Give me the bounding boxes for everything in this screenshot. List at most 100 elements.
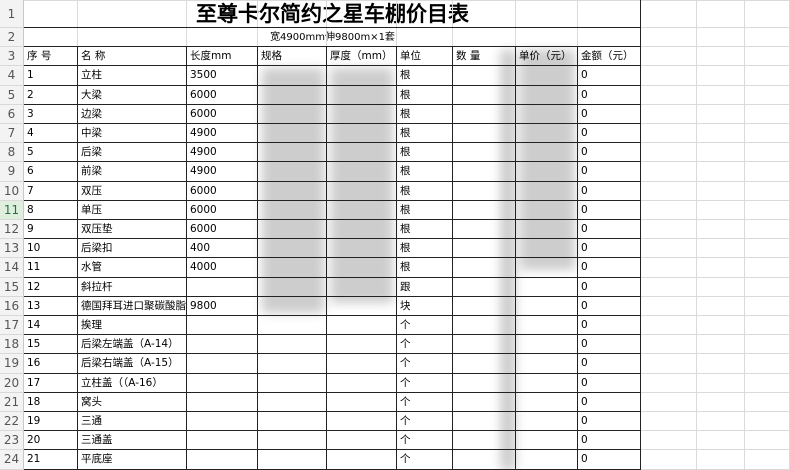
column-header: 单价（元） xyxy=(519,50,572,63)
grid-line xyxy=(744,0,745,470)
table-border xyxy=(24,46,641,48)
row-header: 24 xyxy=(0,450,24,470)
table-cell: 0 xyxy=(581,434,588,447)
row-header: 9 xyxy=(0,162,24,182)
table-border xyxy=(396,47,397,470)
table-border xyxy=(24,180,641,182)
table-cell: 4000 xyxy=(190,261,217,274)
grid-line xyxy=(696,0,697,470)
grid-line xyxy=(24,0,790,1)
table-cell: 0 xyxy=(581,165,588,178)
row-header: 19 xyxy=(0,354,24,374)
table-cell: 0 xyxy=(581,88,588,101)
row-header: 7 xyxy=(0,124,24,144)
table-cell: 后梁左端盖（A-14） xyxy=(81,338,179,351)
row-header: 16 xyxy=(0,296,24,316)
row-header: 18 xyxy=(0,335,24,355)
table-border xyxy=(257,47,258,470)
table-cell: 0 xyxy=(581,203,588,216)
table-cell: 个 xyxy=(400,395,411,408)
table-cell: 个 xyxy=(400,434,411,447)
table-cell: 0 xyxy=(581,184,588,197)
table-cell: 10 xyxy=(27,242,41,255)
column-header: 名 称 xyxy=(81,50,106,63)
row-header: 1 xyxy=(0,0,24,28)
row-header: 14 xyxy=(0,258,24,278)
table-cell: 根 xyxy=(400,242,411,255)
table-cell: 后梁扣 xyxy=(81,242,113,255)
row-header: 13 xyxy=(0,239,24,259)
table-cell: 平底座 xyxy=(81,453,113,466)
table-border xyxy=(77,47,78,470)
row-header: 4 xyxy=(0,66,24,86)
table-cell: 后梁 xyxy=(81,146,102,159)
table-border xyxy=(24,238,641,240)
sheet-subtitle: 宽4900mm伸9800m×1套 xyxy=(270,32,395,43)
table-border xyxy=(24,27,641,28)
table-border xyxy=(24,257,641,259)
row-header: 3 xyxy=(0,47,24,67)
table-cell: 0 xyxy=(581,319,588,331)
row-header: 15 xyxy=(0,277,24,297)
table-border xyxy=(24,430,641,432)
row-header: 8 xyxy=(0,143,24,163)
row-header: 2 xyxy=(0,28,24,48)
table-border xyxy=(24,219,641,220)
table-cell: 2 xyxy=(27,88,34,101)
table-cell: 15 xyxy=(27,338,41,351)
row-header: 10 xyxy=(0,181,24,201)
table-cell: 个 xyxy=(400,415,411,427)
table-cell: 根 xyxy=(400,127,411,139)
table-cell: 斜拉杆 xyxy=(81,280,113,293)
table-cell: 立柱盖（（A-16） xyxy=(81,376,163,389)
table-cell: 6000 xyxy=(190,203,217,216)
table-cell: 9 xyxy=(27,223,34,235)
table-border xyxy=(577,47,578,470)
table-cell: 德国拜耳进口聚碳酸脂板 xyxy=(81,299,187,312)
table-cell: 0 xyxy=(581,395,588,408)
table-cell: 14 xyxy=(27,319,41,331)
row-header: 20 xyxy=(0,373,24,393)
sheet-title: 至尊卡尔简约之星车棚价目表 xyxy=(196,1,469,26)
table-cell: 4 xyxy=(27,127,34,139)
table-cell: 后梁右端盖（A-15） xyxy=(81,357,179,370)
table-border xyxy=(24,276,641,278)
table-cell: 个 xyxy=(400,357,411,370)
column-header: 数 量 xyxy=(456,50,481,63)
table-cell: 3500 xyxy=(190,69,217,82)
table-cell: 0 xyxy=(581,107,588,120)
table-cell: 0 xyxy=(581,376,588,389)
table-cell: 个 xyxy=(400,338,411,351)
redacted-area xyxy=(262,68,324,313)
column-header: 序 号 xyxy=(27,50,52,63)
table-cell: 中梁 xyxy=(81,127,102,139)
table-cell: 三通 xyxy=(81,415,102,427)
column-header: 金额（元） xyxy=(581,50,634,63)
row-header: 12 xyxy=(0,220,24,240)
column-header: 厚度（mm） xyxy=(330,50,393,63)
table-cell: 根 xyxy=(400,107,411,120)
table-cell: 6000 xyxy=(190,107,217,120)
table-border xyxy=(326,47,327,470)
table-border xyxy=(24,84,641,86)
table-cell: 4900 xyxy=(190,146,217,159)
table-cell: 20 xyxy=(27,434,41,447)
table-cell: 前梁 xyxy=(81,165,102,178)
table-border xyxy=(24,315,641,316)
table-cell: 根 xyxy=(400,146,411,159)
table-cell: 0 xyxy=(581,453,588,466)
table-cell: 7 xyxy=(27,184,34,197)
table-cell: 1 xyxy=(27,69,34,82)
table-cell: 13 xyxy=(27,299,41,312)
table-cell: 窝头 xyxy=(81,395,102,408)
table-cell: 6000 xyxy=(190,184,217,197)
column-header: 规格 xyxy=(261,50,282,63)
table-border xyxy=(24,353,641,355)
table-cell: 根 xyxy=(400,184,411,197)
table-cell: 根 xyxy=(400,165,411,178)
table-cell: 0 xyxy=(581,299,588,312)
table-cell: 根 xyxy=(400,223,411,235)
table-border xyxy=(24,411,641,412)
table-border xyxy=(24,103,641,105)
